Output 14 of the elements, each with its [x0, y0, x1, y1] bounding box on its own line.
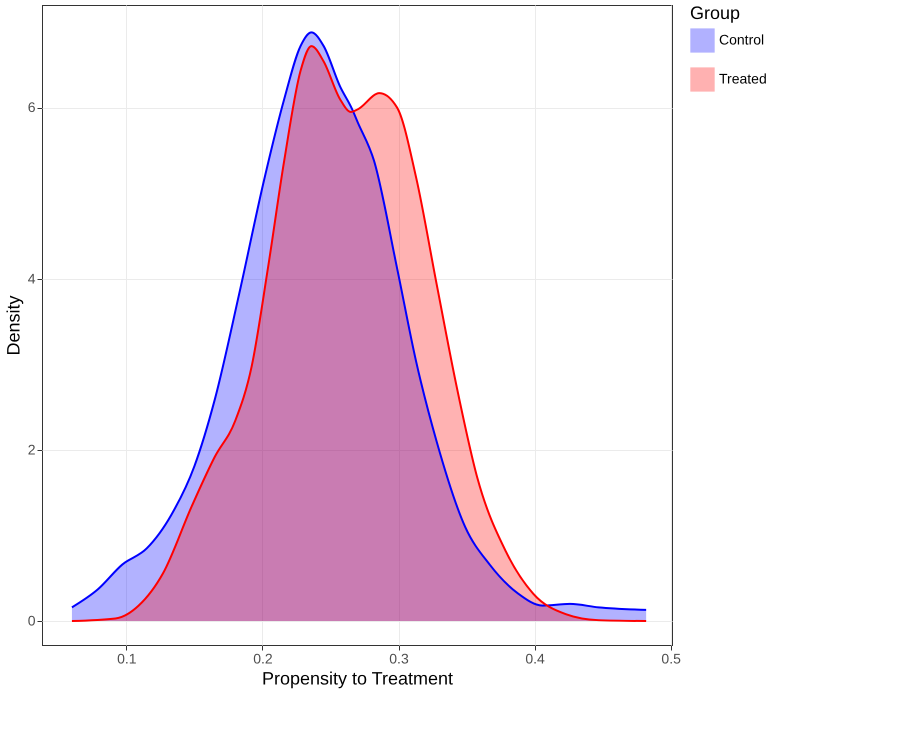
x-axis-title: Propensity to Treatment: [262, 668, 454, 688]
legend-label: Treated: [719, 70, 767, 86]
y-tick-label: 0: [28, 612, 36, 629]
y-tick-label: 2: [28, 441, 36, 458]
y-axis-title: Density: [4, 295, 24, 356]
x-tick-label: 0.5: [661, 650, 682, 666]
legend-label: Control: [719, 32, 764, 48]
x-tick-label: 0.2: [253, 650, 273, 666]
legend-title: Group: [690, 3, 740, 23]
x-tick-label: 0.4: [525, 650, 546, 666]
x-tick-label: 0.3: [389, 650, 409, 666]
x-tick-label: 0.1: [117, 650, 137, 666]
y-tick-label: 4: [28, 270, 36, 286]
y-tick-label: 6: [28, 99, 36, 116]
